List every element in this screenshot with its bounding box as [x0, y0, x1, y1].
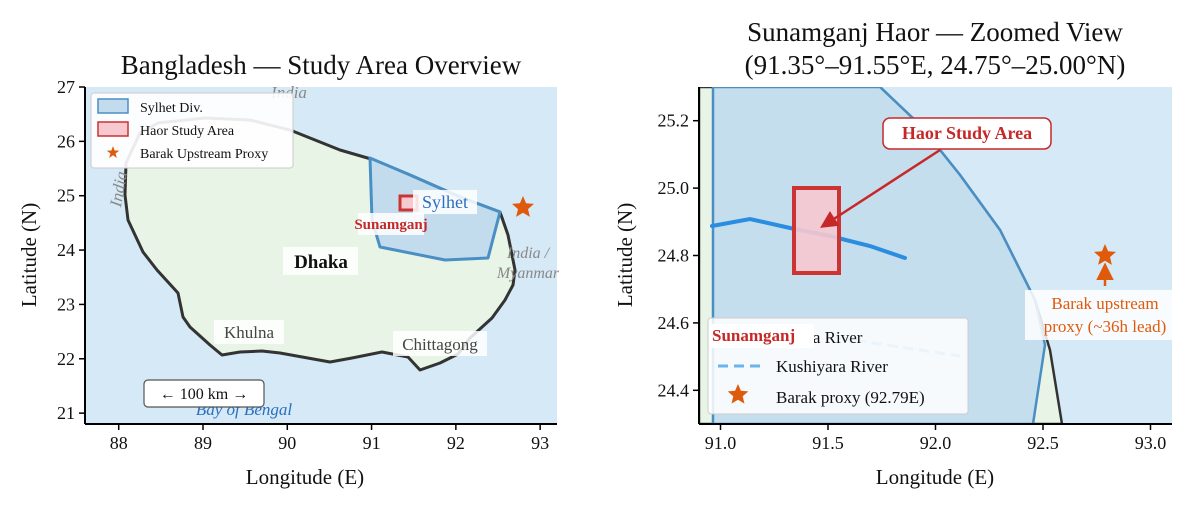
overview-xtick-label: 90 — [278, 433, 296, 453]
legend-barak-label: Barak proxy (92.79E) — [776, 388, 925, 407]
barak-proxy-star — [512, 196, 534, 217]
label-india-myanmar-2: Myanmar — [496, 265, 560, 282]
zoom-xtick-label: 92.0 — [920, 433, 952, 453]
zoom-ytick-label: 24.4 — [658, 380, 690, 400]
label-dhaka: Dhaka — [294, 252, 348, 273]
zoom-sunamganj-label: Sunamganj — [712, 326, 795, 345]
zoom-xlabel: Longitude (E) — [876, 465, 994, 489]
legend-barak-label: Barak Upstream Proxy — [140, 147, 268, 162]
label-india-myanmar-1: India / — [506, 245, 551, 262]
zoomed-map-panel: Sunamganj Haor — Zoomed View (91.35°–91.… — [613, 17, 1185, 489]
haor-annotation-arrow — [820, 148, 941, 228]
label-chittagong: Chittagong — [402, 335, 478, 354]
overview-legend: Sylhet Div. Haor Study Area Barak Upstre… — [90, 92, 294, 169]
zoom-axis-ticks: 91.0 91.5 92.0 92.5 93.0 24.4 24.6 24.8 25.0 25.2 — [658, 111, 1167, 453]
overview-ytick-label: 24 — [57, 240, 75, 260]
overview-ytick-label: 22 — [57, 349, 75, 369]
overview-xtick-label: 92 — [447, 433, 465, 453]
label-sunamganj: Sunamganj — [354, 217, 427, 233]
haor-annotation-label: Haor Study Area — [902, 123, 1032, 143]
zoom-ylabel: Latitude (N) — [613, 203, 637, 307]
overview-ytick-label: 21 — [57, 403, 75, 423]
overview-xtick-label: 89 — [194, 433, 212, 453]
zoom-ytick-label: 24.6 — [658, 313, 690, 333]
zoom-ytick-label: 25.0 — [658, 178, 690, 198]
overview-xtick-label: 88 — [110, 433, 128, 453]
legend-sylhet-label: Sylhet Div. — [140, 101, 203, 116]
overview-xtick-label: 93 — [531, 433, 549, 453]
label-sylhet: Sylhet — [422, 192, 468, 212]
zoom-xtick-label: 91.5 — [812, 433, 844, 453]
zoom-title-line2: (91.35°–91.55°E, 24.75°–25.00°N) — [745, 50, 1126, 80]
overview-xlabel: Longitude (E) — [246, 465, 364, 489]
zoom-xtick-label: 91.0 — [705, 433, 737, 453]
legend-sylhet-swatch — [97, 98, 129, 114]
legend-star-icon — [106, 146, 120, 158]
zoom-haor-box — [792, 186, 841, 275]
label-khulna: Khulna — [224, 323, 275, 342]
overview-map-panel: Bangladesh — Study Area Overview 88 89 90 9… — [17, 50, 560, 489]
zoom-xtick-label: 93.0 — [1135, 433, 1167, 453]
haor-annotation-box — [882, 117, 1052, 150]
overview-axis-ticks: 88 89 90 91 92 93 21 22 23 24 25 26 27 — [57, 77, 549, 453]
overview-ylabel: Latitude (N) — [17, 203, 41, 307]
zoom-ytick-label: 24.8 — [658, 246, 690, 266]
overview-ytick-label: 27 — [57, 77, 75, 97]
legend-kushiyara-label: Kushiyara River — [776, 357, 888, 376]
zoom-ytick-label: 25.2 — [658, 111, 690, 131]
overview-title: Bangladesh — Study Area Overview — [121, 50, 522, 80]
legend-haor-swatch — [97, 121, 129, 137]
overview-xtick-label: 91 — [363, 433, 381, 453]
zoom-title-line1: Sunamganj Haor — Zoomed View — [747, 17, 1123, 47]
legend-barak-star-icon — [727, 384, 749, 404]
zoom-barak-star — [1094, 244, 1116, 265]
scale-bar-label: ← 100 km → — [160, 386, 248, 403]
zoom-xtick-label: 92.5 — [1027, 433, 1059, 453]
barak-label-line1: Barak upstream — [1051, 294, 1158, 313]
legend-haor-label: Haor Study Area — [140, 124, 235, 139]
overview-ytick-label: 26 — [57, 131, 75, 151]
overview-ytick-label: 25 — [57, 186, 75, 206]
overview-ytick-label: 23 — [57, 294, 75, 314]
zoom-legend: Surma River Kushiyara River Barak proxy … — [707, 317, 969, 415]
barak-label-line2: proxy (~36h lead) — [1044, 317, 1167, 336]
scale-bar-box — [143, 379, 265, 408]
